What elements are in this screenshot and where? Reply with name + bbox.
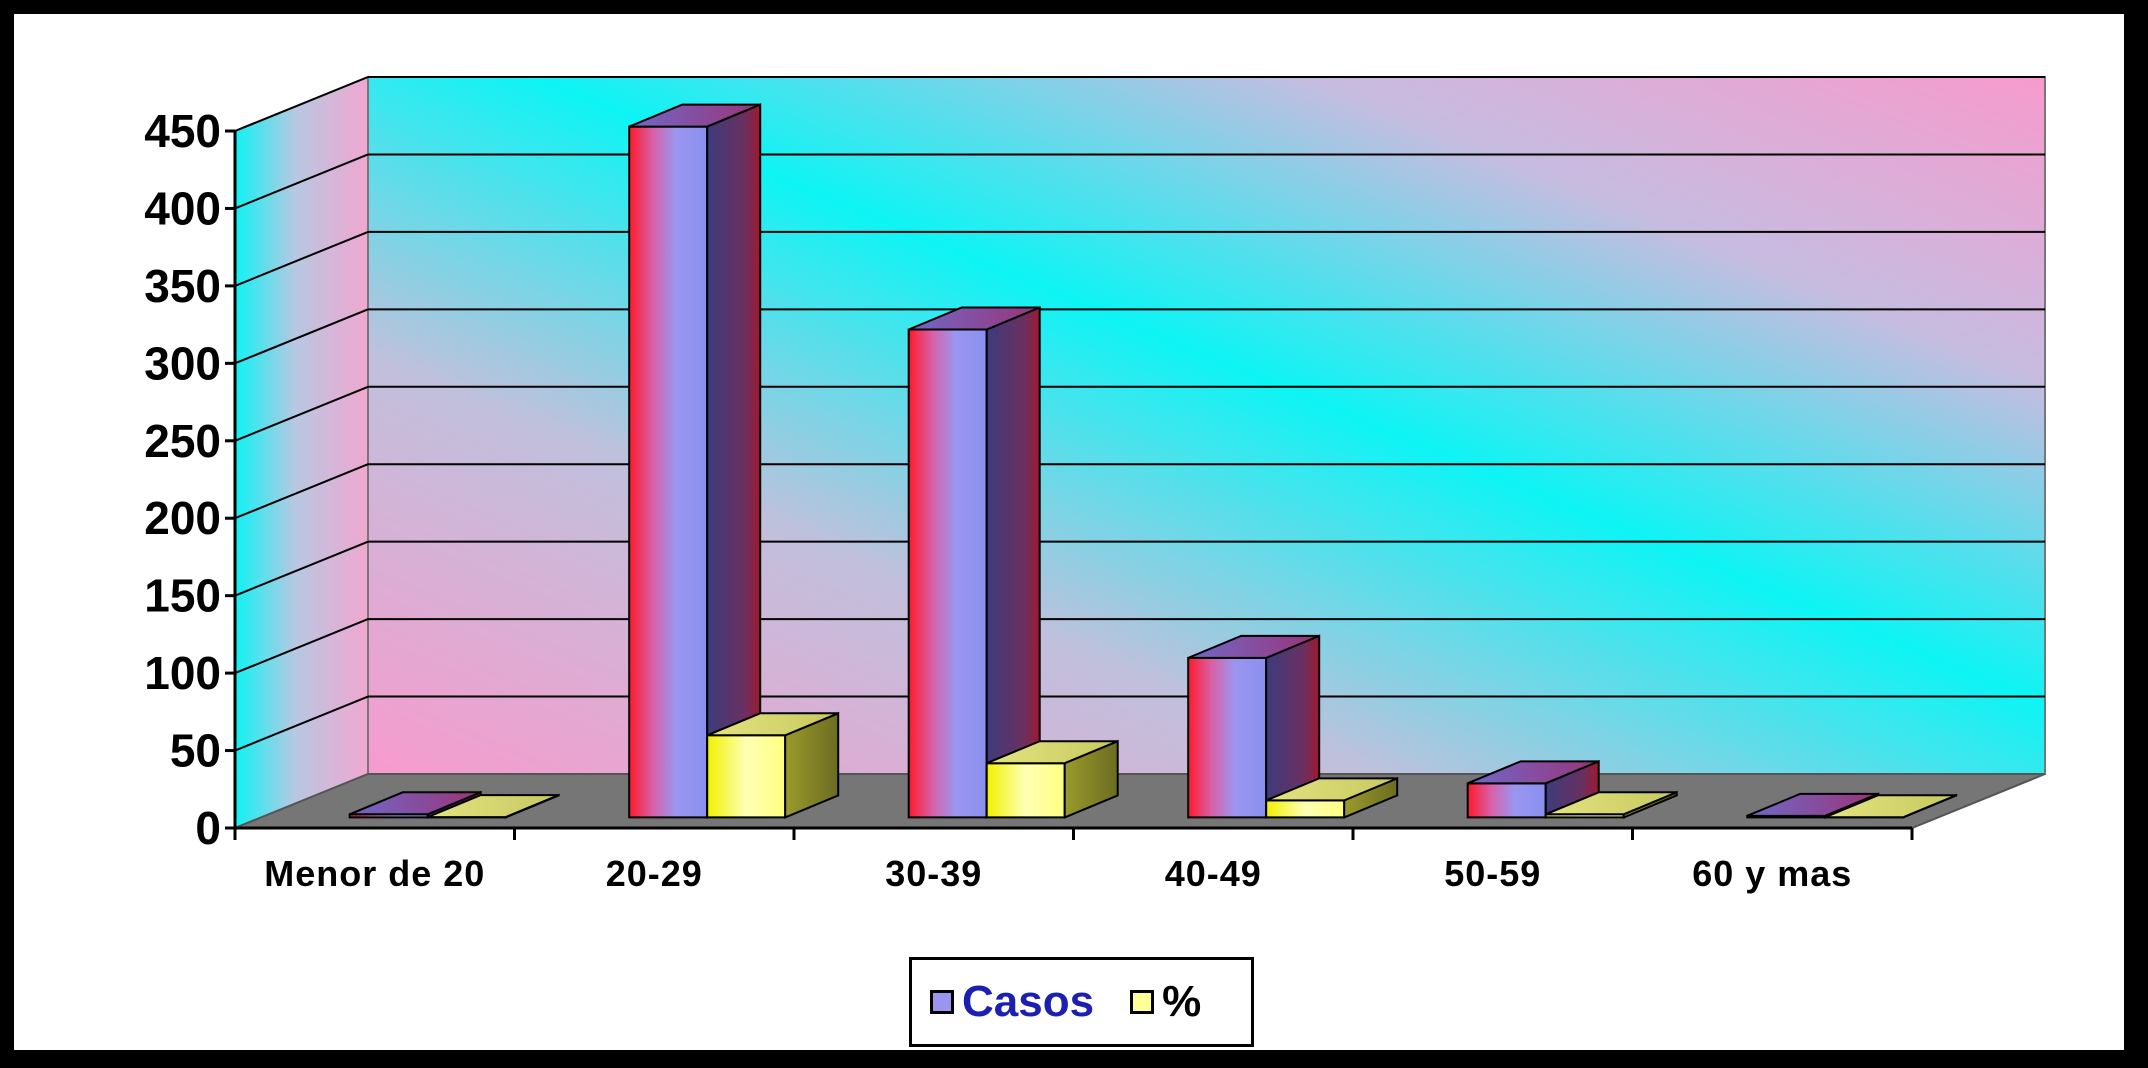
x-tick-label: 20-29 [606, 853, 703, 894]
legend-label-casos: Casos [962, 977, 1095, 1026]
bar-top [628, 103, 761, 128]
bar-top [1467, 760, 1600, 785]
gridline-side [234, 695, 369, 752]
bar-front [985, 762, 1066, 819]
bar-front [1466, 782, 1547, 819]
bar-casos-2 [907, 306, 1041, 819]
y-tick-label: 50 [170, 725, 221, 777]
bar-casos-3 [1187, 634, 1321, 819]
x-tick-label: 40-49 [1165, 853, 1262, 894]
y-tick-label: 350 [144, 260, 221, 312]
bar-front [907, 328, 988, 819]
bar-pct-5 [1824, 793, 1958, 819]
gridline-side [234, 540, 369, 597]
gridline-side [234, 385, 369, 442]
x-tick-label: Menor de 20 [264, 853, 485, 894]
bar-front [706, 734, 787, 819]
bar-pct-4 [1544, 790, 1678, 819]
y-tick-label: 250 [144, 415, 221, 467]
y-tick-label: 450 [144, 105, 221, 157]
gridline-side [234, 76, 369, 132]
side-wall [234, 75, 369, 830]
bar-front [628, 125, 709, 819]
gridline-side [234, 618, 369, 675]
bar-side [985, 306, 1041, 819]
legend-item-casos: Casos [930, 977, 1094, 1027]
y-tick-label: 300 [144, 337, 221, 389]
y-tick-label: 200 [144, 492, 221, 544]
legend-item-pct: % [1130, 977, 1201, 1027]
bar-chart-3d: 0 50 100 150 200 250 300 350 400 450 Menor de 20 2… [144, 75, 2046, 894]
gridline-side [234, 308, 369, 365]
bar-pct-2 [985, 739, 1119, 819]
y-tick-label: 400 [144, 182, 221, 234]
gridline-side [234, 463, 369, 520]
legend-label-pct: % [1162, 977, 1202, 1026]
bar-top [1746, 792, 1879, 817]
x-tick-label: 30-39 [885, 853, 982, 894]
legend: Casos % [909, 957, 1254, 1047]
y-tick-label: 100 [144, 647, 221, 699]
bars [348, 103, 1958, 819]
bar-top [1824, 794, 1957, 819]
bar-top [427, 794, 560, 819]
bar-top [1545, 791, 1678, 816]
bar-pct-0 [426, 793, 560, 819]
bar-casos-1 [628, 103, 762, 819]
bar-top [349, 791, 482, 816]
y-tick-label: 0 [195, 802, 221, 854]
bar-top [908, 306, 1041, 331]
legend-swatch-casos [930, 990, 954, 1014]
y-axis-ticks: 0 50 100 150 200 250 300 350 400 450 [144, 105, 235, 854]
bar-top [986, 740, 1119, 765]
bar-top [1265, 777, 1398, 802]
gridline-side [234, 230, 369, 287]
legend-swatch-pct [1130, 990, 1155, 1014]
bar-front [1187, 656, 1268, 819]
bar-side [706, 103, 762, 819]
chart-frame: 0 50 100 150 200 250 300 350 400 450 Menor de 20 2… [14, 14, 2124, 1050]
gridline-side [234, 153, 369, 210]
bar-top [1187, 634, 1320, 659]
y-tick-label: 150 [144, 570, 221, 622]
bar-top [706, 712, 839, 737]
x-tick-label: 50-59 [1444, 853, 1541, 894]
bar-pct-1 [706, 711, 840, 819]
x-axis-ticks: Menor de 20 20-29 30-39 40-49 50-59 60 y mas [233, 828, 1914, 894]
x-tick-label: 60 y mas [1692, 853, 1852, 894]
bar-pct-3 [1265, 776, 1399, 819]
bar-front [1265, 799, 1346, 819]
